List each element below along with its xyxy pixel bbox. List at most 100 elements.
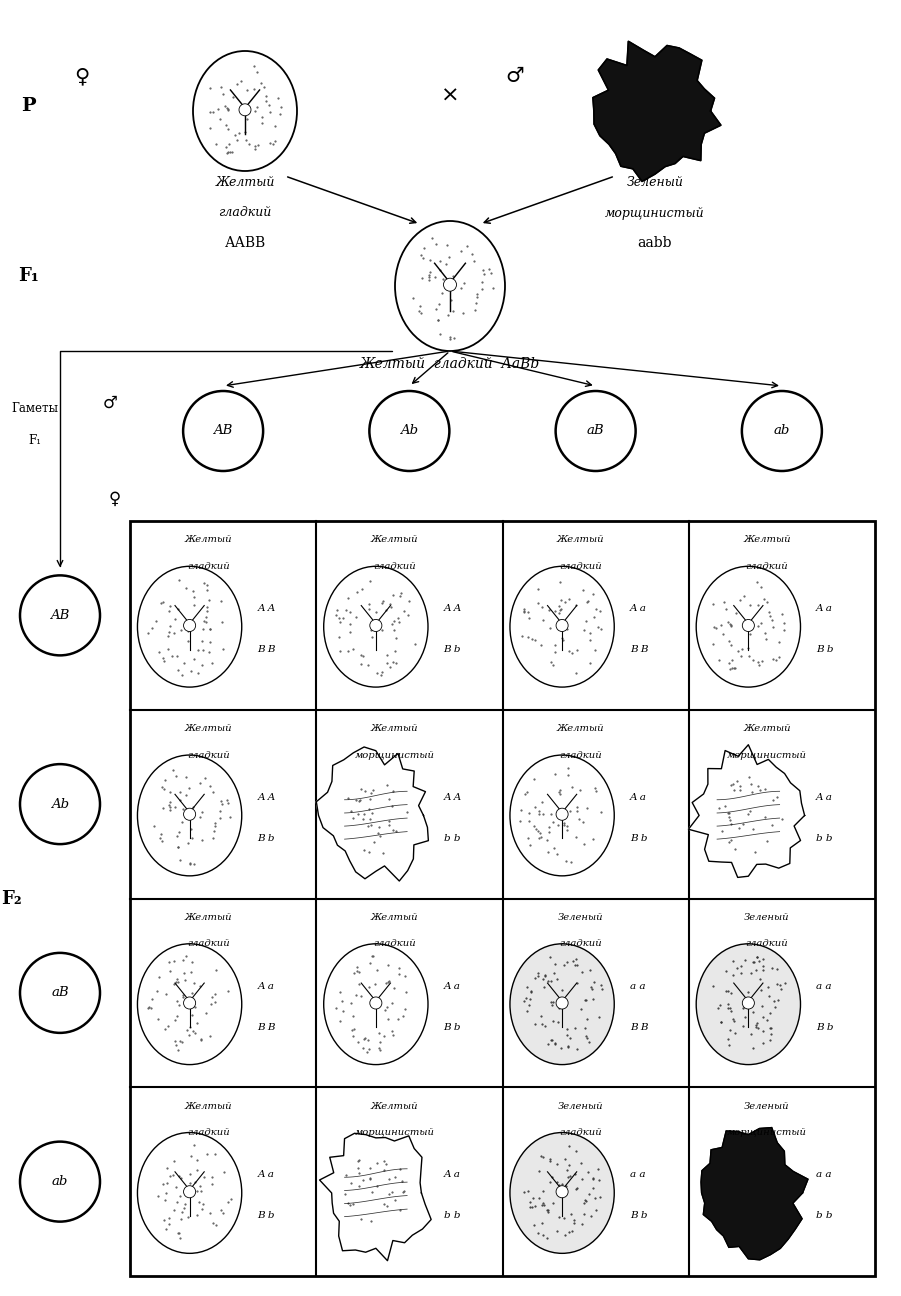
Text: гладкий: гладкий: [187, 940, 230, 949]
Text: B b: B b: [258, 1212, 275, 1221]
Text: B b: B b: [443, 1023, 461, 1032]
Circle shape: [183, 391, 263, 470]
Text: Желтый: Желтый: [215, 176, 275, 189]
Circle shape: [556, 1186, 569, 1198]
Text: гладкий: гладкий: [187, 561, 230, 570]
Circle shape: [184, 809, 196, 820]
Text: гладкий: гладкий: [560, 940, 602, 949]
Text: B B: B B: [630, 645, 649, 654]
Circle shape: [20, 1142, 100, 1222]
Text: F₁: F₁: [18, 267, 39, 285]
Text: Желтый: Желтый: [557, 535, 605, 544]
Text: AB: AB: [50, 609, 69, 622]
Circle shape: [556, 391, 635, 470]
Text: ♀: ♀: [75, 66, 89, 86]
Text: морщинистый: морщинистый: [727, 750, 807, 759]
Text: A a: A a: [630, 604, 647, 613]
Circle shape: [184, 1186, 196, 1198]
Text: гладкий: гладкий: [187, 750, 230, 759]
Polygon shape: [320, 1133, 432, 1261]
Text: Желтый: Желтый: [370, 912, 418, 921]
Text: Желтый: Желтый: [743, 724, 791, 734]
Ellipse shape: [696, 943, 800, 1064]
Circle shape: [184, 619, 196, 631]
Circle shape: [443, 279, 457, 292]
Text: Гаметы: Гаметы: [12, 403, 59, 416]
Bar: [130, 521, 875, 1277]
Text: B B: B B: [258, 645, 276, 654]
Circle shape: [20, 765, 100, 844]
Text: гладкий: гладкий: [560, 750, 602, 759]
Circle shape: [369, 997, 382, 1010]
Text: B b: B b: [630, 1212, 648, 1221]
Text: B B: B B: [630, 1023, 649, 1032]
Text: B B: B B: [258, 1023, 276, 1032]
Text: морщинистый: морщинистый: [605, 206, 705, 219]
Circle shape: [556, 997, 569, 1010]
Ellipse shape: [323, 566, 428, 687]
Ellipse shape: [138, 566, 241, 687]
Ellipse shape: [510, 1133, 614, 1253]
Text: гладкий: гладкий: [373, 561, 416, 570]
Text: F₂: F₂: [2, 889, 23, 907]
Ellipse shape: [395, 222, 505, 351]
Text: Желтый: Желтый: [743, 535, 791, 544]
Text: Зеленый: Зеленый: [558, 1102, 604, 1111]
Text: aabb: aabb: [638, 236, 672, 250]
Text: b b: b b: [816, 1212, 833, 1221]
Polygon shape: [316, 746, 428, 881]
Circle shape: [20, 953, 100, 1033]
Text: гладкий: гладкий: [746, 940, 788, 949]
Circle shape: [184, 997, 196, 1010]
Text: Желтый: Желтый: [370, 535, 418, 544]
Text: ААВВ: ААВВ: [224, 236, 266, 250]
Text: ♂: ♂: [505, 66, 524, 86]
Text: гладкий: гладкий: [560, 1128, 602, 1137]
Circle shape: [742, 391, 822, 470]
Circle shape: [556, 809, 569, 820]
Text: ab: ab: [774, 425, 790, 438]
Text: Желтый: Желтый: [370, 1102, 418, 1111]
Text: Зеленый: Зеленый: [744, 1102, 790, 1111]
Text: Ab: Ab: [400, 425, 418, 438]
Circle shape: [369, 391, 450, 470]
Ellipse shape: [138, 943, 241, 1064]
Circle shape: [556, 619, 569, 631]
Text: Желтый  гладкий  АаВb: Желтый гладкий АаВb: [359, 356, 540, 371]
Text: Ab: Ab: [51, 797, 69, 810]
Text: гладкий: гладкий: [560, 561, 602, 570]
Text: Желтый: Желтый: [185, 1102, 232, 1111]
Ellipse shape: [510, 566, 614, 687]
Text: Зеленый: Зеленый: [626, 176, 684, 189]
Text: B b: B b: [816, 1023, 833, 1032]
Text: ×: ×: [441, 86, 460, 106]
Text: A a: A a: [443, 1170, 460, 1179]
Text: b b: b b: [443, 833, 460, 842]
Text: Желтый: Желтый: [185, 724, 232, 734]
Text: A A: A A: [258, 793, 276, 802]
Text: A A: A A: [443, 793, 462, 802]
Text: A A: A A: [258, 604, 276, 613]
Circle shape: [742, 997, 754, 1010]
Text: a a: a a: [816, 981, 832, 990]
Text: Зеленый: Зеленый: [744, 912, 790, 921]
Text: морщинистый: морщинистый: [727, 1128, 807, 1137]
Ellipse shape: [510, 756, 614, 876]
Ellipse shape: [323, 943, 428, 1064]
Text: b b: b b: [816, 833, 833, 842]
Ellipse shape: [138, 756, 241, 876]
Circle shape: [20, 575, 100, 656]
Polygon shape: [701, 1128, 808, 1260]
Text: B b: B b: [816, 645, 833, 654]
Text: гладкий: гладкий: [373, 940, 416, 949]
Text: a a: a a: [630, 1170, 645, 1179]
Text: a a: a a: [630, 981, 645, 990]
Text: Желтый: Желтый: [370, 724, 418, 734]
Text: морщинистый: морщинистый: [354, 750, 434, 759]
Circle shape: [369, 619, 382, 631]
Ellipse shape: [138, 1133, 241, 1253]
Text: ab: ab: [52, 1175, 68, 1188]
Text: ♀: ♀: [109, 490, 121, 508]
Circle shape: [742, 619, 754, 631]
Text: A a: A a: [443, 981, 460, 990]
